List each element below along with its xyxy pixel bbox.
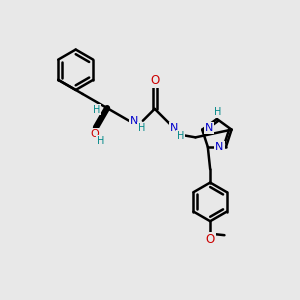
- Text: N: N: [215, 142, 224, 152]
- Text: N: N: [130, 116, 139, 126]
- Text: H: H: [138, 123, 146, 133]
- Text: O: O: [90, 129, 99, 139]
- Text: N: N: [170, 123, 178, 133]
- Text: O: O: [150, 74, 159, 87]
- Text: H: H: [177, 130, 184, 141]
- Text: N: N: [205, 123, 213, 133]
- Text: H: H: [93, 105, 100, 115]
- Text: H: H: [97, 136, 104, 146]
- Text: O: O: [206, 233, 215, 246]
- Text: H: H: [214, 107, 221, 117]
